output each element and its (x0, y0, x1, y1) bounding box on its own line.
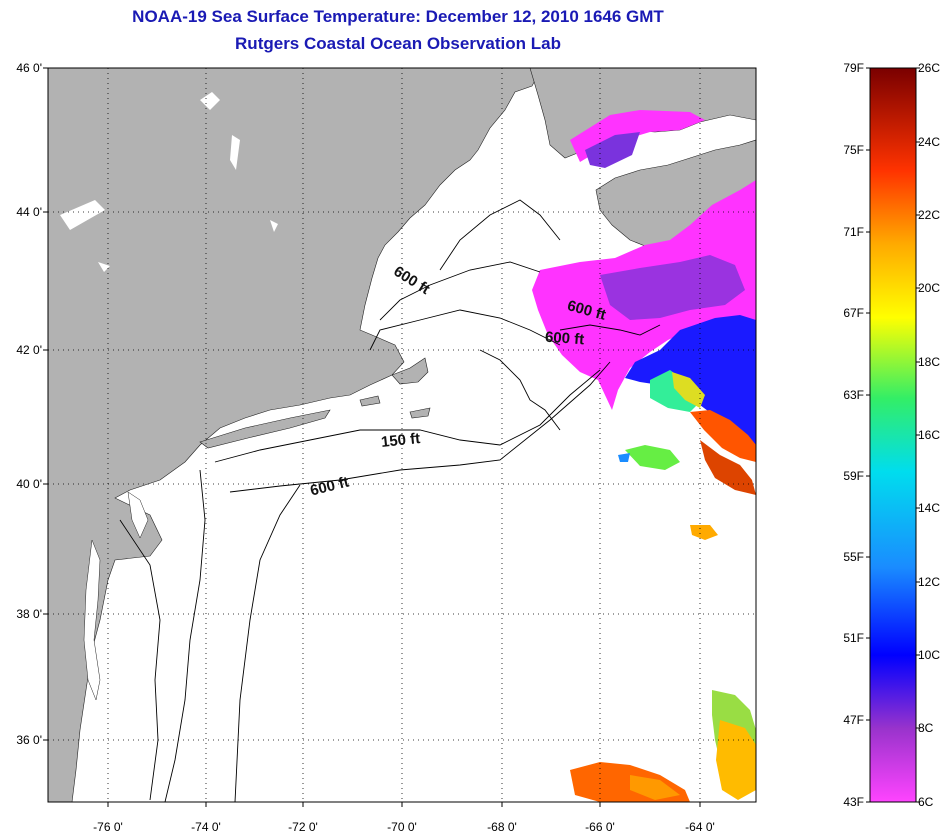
colorbar-f-label: 59F (843, 469, 864, 483)
graticule (48, 68, 756, 802)
colorbar-c-label: 20C (918, 281, 941, 295)
colorbar-f-label: 51F (843, 631, 864, 645)
colorbar-f-label: 55F (843, 550, 864, 564)
colorbar-c-label: 8C (918, 721, 934, 735)
lon-label: -72 0' (288, 820, 318, 834)
depth-contours (119, 199, 661, 802)
lat-label: 36 0' (16, 733, 42, 747)
contour-label: 600 ft (544, 328, 585, 349)
colorbar-c-label: 22C (918, 208, 941, 222)
land-us-mainland (48, 68, 539, 802)
lon-label: -70 0' (387, 820, 417, 834)
colorbar-c-label: 24C (918, 135, 941, 149)
lon-label: -76 0' (93, 820, 123, 834)
axis-ticks (43, 67, 701, 807)
colorbar-f-label: 79F (843, 61, 864, 75)
land-long-island (199, 409, 331, 449)
lat-label: 40 0' (16, 477, 42, 491)
colorbar-c-label: 16C (918, 428, 941, 442)
map-title: NOAA-19 Sea Surface Temperature: Decembe… (132, 7, 664, 26)
colorbar-f-label: 63F (843, 388, 864, 402)
colorbar-f-label: 75F (843, 143, 864, 157)
lat-label: 44 0' (16, 205, 42, 219)
sst-data (532, 110, 756, 802)
colorbar (869, 67, 917, 803)
colorbar-c-label: 6C (918, 795, 934, 809)
bay-delaware (127, 491, 149, 539)
colorbar-f-label: 43F (843, 795, 864, 809)
colorbar-c-label: 12C (918, 575, 941, 589)
colorbar-c-label: 10C (918, 648, 941, 662)
bay-chesapeake (83, 539, 101, 701)
map-subtitle: Rutgers Coastal Ocean Observation Lab (235, 34, 561, 53)
colorbar-c-label: 26C (918, 61, 941, 75)
lat-label: 38 0' (16, 607, 42, 621)
colorbar-ticks (866, 67, 920, 803)
lon-label: -68 0' (487, 820, 517, 834)
colorbar-f-label: 47F (843, 713, 864, 727)
land-cape-cod (391, 357, 429, 385)
lon-label: -64 0' (685, 820, 715, 834)
lat-label: 42 0' (16, 343, 42, 357)
colorbar-f-label: 71F (843, 225, 864, 239)
colorbar-f-label: 67F (843, 306, 864, 320)
lon-label: -66 0' (585, 820, 615, 834)
land-islands (359, 395, 431, 419)
lon-label: -74 0' (191, 820, 221, 834)
colorbar-c-label: 14C (918, 501, 941, 515)
lat-label: 46 0' (16, 61, 42, 75)
colorbar-c-label: 18C (918, 355, 941, 369)
